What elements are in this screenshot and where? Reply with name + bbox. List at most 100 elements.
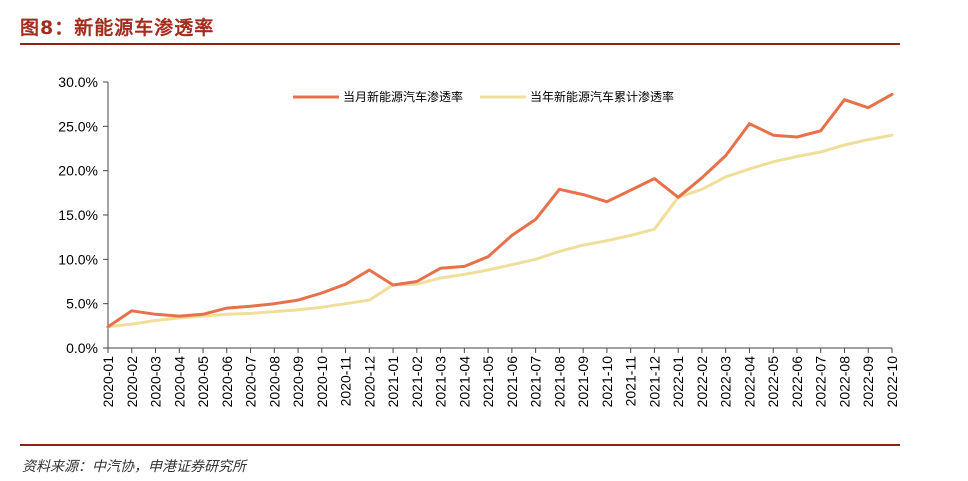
x-tick-label: 2021-07 xyxy=(528,356,544,408)
data-point xyxy=(463,265,466,268)
data-point xyxy=(534,218,537,221)
x-tick-label: 2021-11 xyxy=(623,356,639,407)
data-point xyxy=(486,255,490,258)
x-tick-label: 2022-02 xyxy=(694,356,710,408)
chart-series xyxy=(106,92,894,329)
x-tick-label: 2021-03 xyxy=(433,356,449,408)
x-tick-label: 2021-06 xyxy=(504,356,520,408)
x-tick-label: 2021-02 xyxy=(409,356,425,408)
x-tick-label: 2022-09 xyxy=(860,356,876,408)
data-point xyxy=(700,176,704,179)
x-tick-label: 2021-12 xyxy=(646,356,662,408)
data-point xyxy=(890,134,894,137)
data-point xyxy=(249,305,252,308)
data-point xyxy=(653,227,656,231)
series-line-2 xyxy=(106,133,894,329)
data-point xyxy=(867,106,870,109)
line-chart: 0.0% 5.0% 10.0% 15.0% 20.0% 25.0% 30.0% 2020-0… xyxy=(58,74,900,407)
x-tick-label: 2020-12 xyxy=(361,356,377,408)
data-point xyxy=(368,268,371,272)
series-line-1 xyxy=(106,92,894,329)
data-point xyxy=(130,309,133,312)
data-point xyxy=(843,98,846,101)
y-tick-label: 25.0% xyxy=(58,118,98,134)
data-point xyxy=(320,306,324,309)
x-tick-label: 2020-07 xyxy=(243,356,259,408)
data-point xyxy=(653,177,656,180)
x-tick-label: 2020-01 xyxy=(100,356,116,408)
data-point xyxy=(201,313,205,316)
data-point xyxy=(296,298,300,302)
data-point xyxy=(795,155,799,158)
legend-label-2: 当年新能源汽车累计渗透率 xyxy=(530,89,674,104)
data-point xyxy=(748,167,751,171)
data-point xyxy=(320,291,324,295)
x-tick-label: 2020-05 xyxy=(195,356,211,408)
legend-label-1: 当月新能源汽车渗透率 xyxy=(343,89,463,104)
data-point xyxy=(534,258,537,261)
x-tick-label: 2022-06 xyxy=(789,356,805,408)
data-point xyxy=(558,250,561,253)
data-point xyxy=(676,196,680,199)
data-point xyxy=(225,306,228,310)
x-tick-label: 2021-08 xyxy=(551,356,567,408)
data-point xyxy=(510,234,514,237)
x-tick-label: 2020-04 xyxy=(171,356,187,408)
data-point xyxy=(581,193,585,196)
x-tick-label: 2022-08 xyxy=(836,356,852,408)
data-point xyxy=(605,239,609,242)
figure-title: 图8：新能源车渗透率 xyxy=(20,17,215,39)
data-point xyxy=(225,313,228,316)
data-point xyxy=(344,282,347,286)
data-point xyxy=(130,322,133,326)
x-tick-label: 2020-09 xyxy=(290,356,306,408)
data-point xyxy=(510,263,514,266)
data-point xyxy=(154,313,157,316)
chart-legend: 当月新能源汽车渗透率 当年新能源汽车累计渗透率 xyxy=(293,89,674,104)
data-point xyxy=(368,298,371,302)
data-point xyxy=(273,310,276,313)
data-point xyxy=(581,243,585,247)
data-point xyxy=(439,276,442,280)
y-tick-label: 15.0% xyxy=(58,207,98,223)
title-rule xyxy=(20,43,900,45)
x-axis-ticks: 2020-01 2020-02 2020-03 2020-04 2020-05 2020-… xyxy=(100,348,900,407)
data-point xyxy=(772,134,775,137)
footer-rule xyxy=(20,444,900,446)
data-point xyxy=(273,302,276,305)
x-tick-label: 2020-11 xyxy=(338,356,354,407)
data-point xyxy=(439,267,442,270)
data-point xyxy=(296,308,300,312)
data-point xyxy=(629,234,632,237)
data-point xyxy=(748,122,751,125)
y-tick-label: 30.0% xyxy=(58,74,98,90)
data-point xyxy=(344,302,347,305)
x-tick-label: 2022-07 xyxy=(813,356,829,408)
data-point xyxy=(819,150,822,154)
x-tick-label: 2022-03 xyxy=(718,356,734,408)
data-point xyxy=(724,175,727,179)
source-note: 资料来源：中汽协，申港证券研究所 xyxy=(22,459,246,475)
data-point xyxy=(772,160,775,163)
data-point xyxy=(154,319,157,322)
x-tick-label: 2020-06 xyxy=(219,356,235,408)
x-tick-label: 2020-10 xyxy=(314,356,330,408)
x-tick-label: 2022-10 xyxy=(884,356,900,408)
data-point xyxy=(106,325,110,328)
data-point xyxy=(463,273,466,276)
x-tick-label: 2022-01 xyxy=(670,356,686,408)
x-tick-label: 2021-04 xyxy=(456,356,472,408)
x-tick-label: 2021-09 xyxy=(575,356,591,408)
x-tick-label: 2020-03 xyxy=(148,356,164,408)
data-point xyxy=(249,312,252,315)
x-tick-label: 2022-04 xyxy=(741,356,757,408)
data-point xyxy=(391,283,395,287)
data-point xyxy=(795,135,799,139)
data-point xyxy=(700,188,704,191)
x-tick-label: 2020-08 xyxy=(266,356,282,408)
data-point xyxy=(605,200,609,203)
x-tick-label: 2020-02 xyxy=(124,356,140,408)
y-tick-label: 10.0% xyxy=(58,251,98,267)
y-axis-ticks: 0.0% 5.0% 10.0% 15.0% 20.0% 25.0% 30.0% xyxy=(58,74,108,356)
data-point xyxy=(178,314,181,318)
